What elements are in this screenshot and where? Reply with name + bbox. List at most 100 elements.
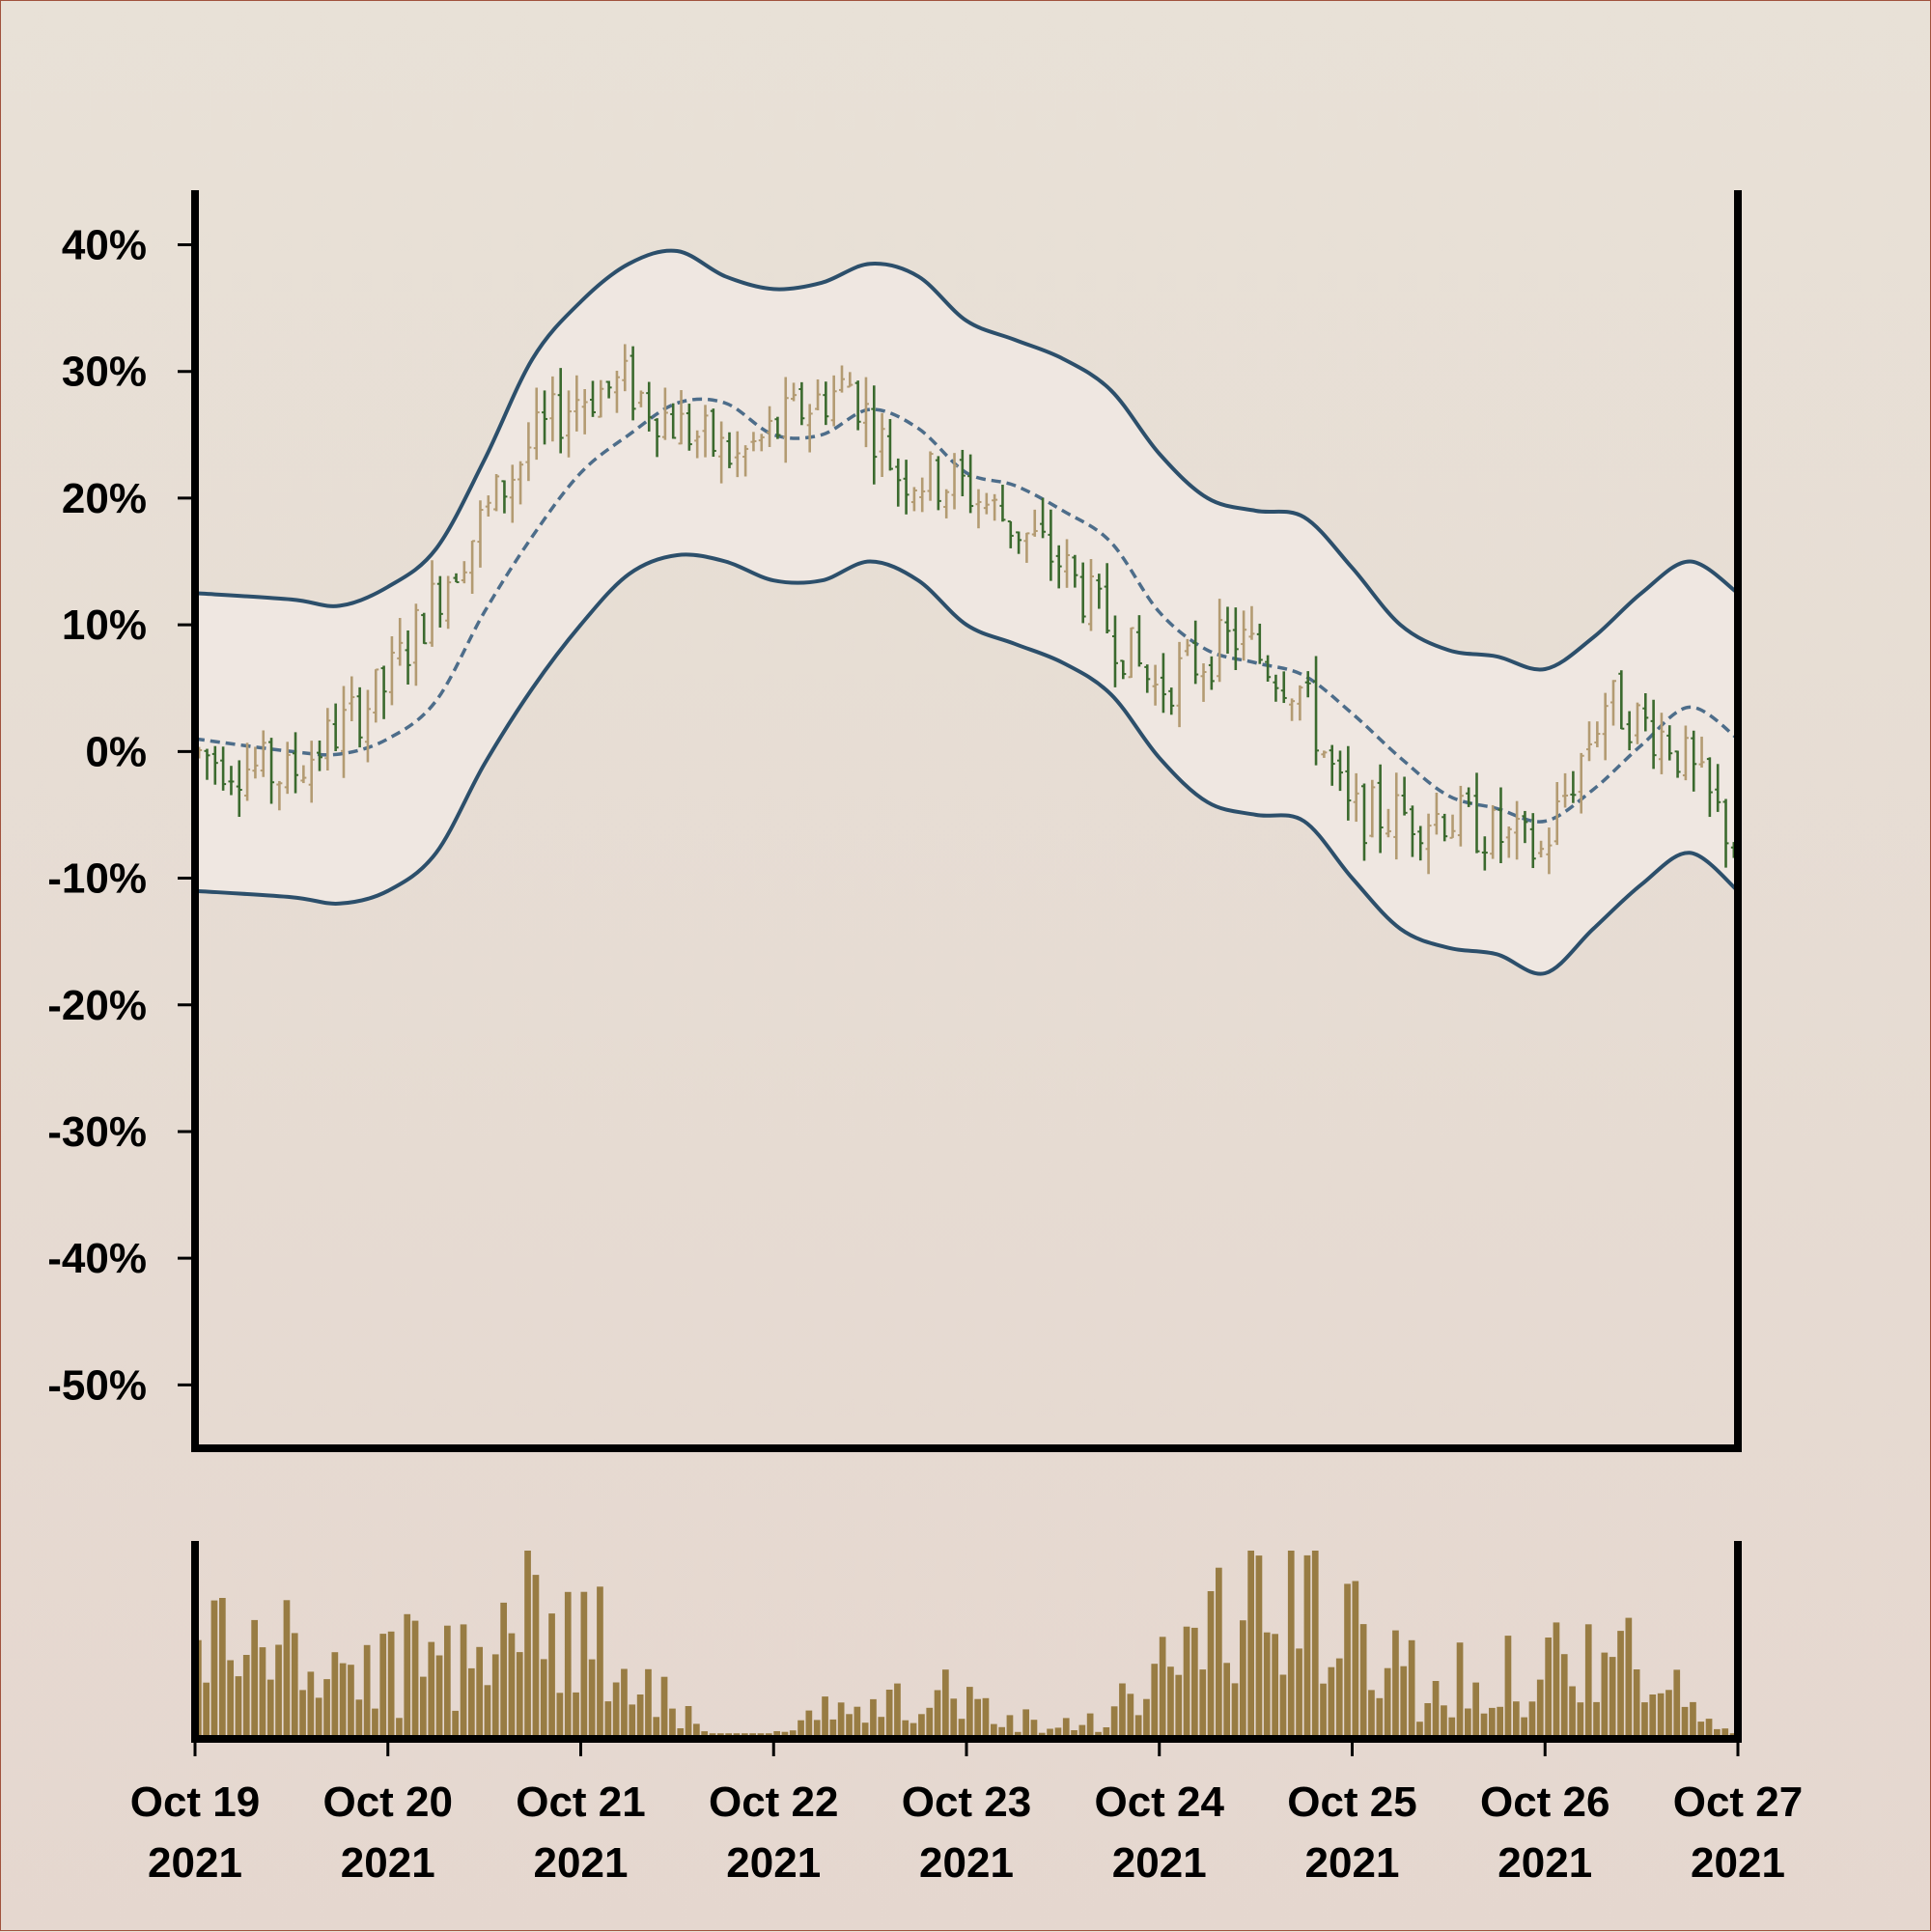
volume-bar: [1553, 1622, 1560, 1739]
volume-bar: [1127, 1694, 1134, 1739]
ohlc-bar: [1650, 699, 1657, 770]
ohlc-bar: [1353, 772, 1359, 823]
ohlc-bar: [1634, 702, 1640, 744]
ohlc-bar: [758, 434, 765, 452]
ohlc-bar: [1586, 721, 1593, 762]
ohlc-bar: [1618, 670, 1625, 730]
volume-bar: [1263, 1632, 1271, 1739]
ohlc-bar: [1377, 764, 1384, 854]
volume-bar: [291, 1633, 298, 1739]
ohlc-bar: [1265, 655, 1272, 683]
volume-bar: [1504, 1636, 1512, 1739]
volume-bar: [636, 1694, 644, 1739]
volume-bar: [789, 1730, 797, 1739]
volume-bar: [1272, 1634, 1278, 1739]
ohlc-bar: [654, 418, 660, 458]
ohlc-bar: [589, 380, 596, 417]
ohlc-bar: [317, 740, 323, 771]
volume-bar: [266, 1679, 274, 1739]
volume-bar: [1255, 1555, 1263, 1739]
ohlc-bar: [1329, 744, 1335, 786]
ohlc-bar: [1241, 610, 1247, 661]
volume-bar: [934, 1690, 941, 1739]
ohlc-bar: [1602, 692, 1609, 761]
volume-bar: [1247, 1551, 1254, 1739]
ohlc-bar: [767, 406, 773, 447]
ohlc-bar: [830, 375, 837, 427]
volume-bar: [1400, 1666, 1408, 1739]
ohlc-bar: [1401, 776, 1408, 816]
volume-bar: [491, 1654, 499, 1739]
volume-bar: [918, 1714, 925, 1739]
ohlc-bar: [1104, 563, 1110, 633]
ohlc-bar: [823, 381, 829, 426]
ohlc-bar: [293, 732, 299, 794]
volume-bar: [1545, 1638, 1552, 1739]
ohlc-bar: [1658, 713, 1665, 774]
volume-bar: [500, 1602, 507, 1739]
volume-bar: [564, 1591, 572, 1739]
ohlc-bar: [284, 742, 291, 795]
volume-bar: [1207, 1591, 1215, 1739]
volume-bar: [420, 1676, 427, 1739]
ohlc-bar: [854, 380, 861, 431]
ohlc-bar: [1385, 808, 1391, 838]
ohlc-bar: [566, 390, 573, 458]
ohlc-bar: [910, 487, 917, 512]
ohlc-bar: [1096, 574, 1103, 609]
volume-bar: [653, 1717, 660, 1739]
ohlc-bar: [637, 390, 644, 407]
ohlc-bar: [557, 368, 564, 454]
ohlc-bar: [453, 573, 460, 583]
volume-bar: [299, 1690, 306, 1739]
volume-bar: [966, 1687, 973, 1739]
volume-bar: [387, 1631, 395, 1739]
volume-bar: [1110, 1706, 1118, 1739]
volume-bar: [1328, 1666, 1335, 1739]
ohlc-bar: [1160, 653, 1166, 714]
ohlc-bar: [1256, 623, 1263, 664]
ohlc-bar: [992, 493, 998, 521]
y-tick-label: 10%: [62, 602, 147, 649]
volume-bar: [1489, 1707, 1496, 1739]
ohlc-bar: [1505, 826, 1512, 858]
volume-bar: [1432, 1681, 1440, 1739]
volume-bar: [1006, 1715, 1014, 1739]
y-tick-label: -40%: [47, 1235, 147, 1282]
volume-bar: [1175, 1674, 1183, 1739]
volume-bar: [242, 1655, 250, 1739]
ohlc-bar: [356, 686, 363, 748]
x-tick-label-date: Oct 24: [1094, 1778, 1224, 1826]
ohlc-bar: [927, 451, 934, 501]
ohlc-bar: [1490, 804, 1497, 859]
volume-bar: [894, 1683, 901, 1739]
ohlc-bar: [1289, 698, 1296, 721]
volume-bar: [1054, 1727, 1062, 1739]
x-tick-label-year: 2021: [726, 1839, 821, 1887]
ohlc-bar: [815, 378, 822, 411]
ohlc-bar: [397, 618, 404, 666]
ohlc-bar: [1449, 814, 1456, 839]
volume-bar: [1134, 1715, 1142, 1739]
volume-bar: [998, 1726, 1005, 1739]
volume-bar: [1022, 1709, 1029, 1739]
volume-bar: [1497, 1706, 1503, 1739]
ohlc-bar: [1064, 539, 1071, 588]
volume-bar: [1335, 1658, 1343, 1739]
ohlc-bar: [533, 387, 540, 461]
volume-bar: [612, 1682, 620, 1739]
ohlc-bar: [935, 456, 941, 511]
volume-bar: [1472, 1682, 1479, 1739]
x-tick-label-date: Oct 23: [902, 1778, 1032, 1826]
volume-bar: [1191, 1627, 1198, 1739]
ohlc-bar: [742, 445, 749, 477]
ohlc-bar: [525, 422, 532, 482]
volume-bar: [677, 1728, 685, 1739]
ohlc-bar: [1232, 607, 1239, 670]
ohlc-bar: [211, 745, 218, 785]
ohlc-bar: [959, 449, 966, 496]
y-tick-label: 0%: [85, 728, 147, 775]
volume-bar: [1143, 1698, 1150, 1739]
volume-bar: [1569, 1686, 1576, 1739]
